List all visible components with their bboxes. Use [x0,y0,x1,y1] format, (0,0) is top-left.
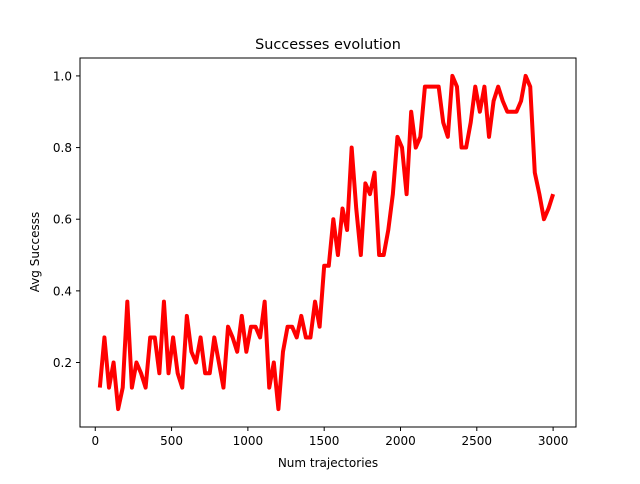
y-tick-label: 0.4 [53,284,72,298]
y-tick-label: 0.6 [53,213,72,227]
x-axis-label: Num trajectories [278,456,378,470]
x-tick-label: 2000 [385,434,416,448]
y-tick-label: 0.2 [53,356,72,370]
y-tick-label: 1.0 [53,69,72,83]
x-tick-label: 0 [91,434,99,448]
chart-title: Successes evolution [255,37,401,53]
plot-area: 0 500 1000 1500 2000 2500 3000 0.2 0.4 0.6 0.8 1.0 [53,57,577,448]
series-line-1 [97,73,556,412]
y-axis-label: Avg Successs [28,212,42,293]
x-tick-label: 3000 [538,434,569,448]
x-tick-label: 1000 [233,434,264,448]
x-tick-label: 1500 [309,434,340,448]
x-tick-label: 500 [160,434,183,448]
plot-frame [79,57,577,428]
x-tick-label: 2500 [462,434,493,448]
y-tick-label: 0.8 [53,141,72,155]
